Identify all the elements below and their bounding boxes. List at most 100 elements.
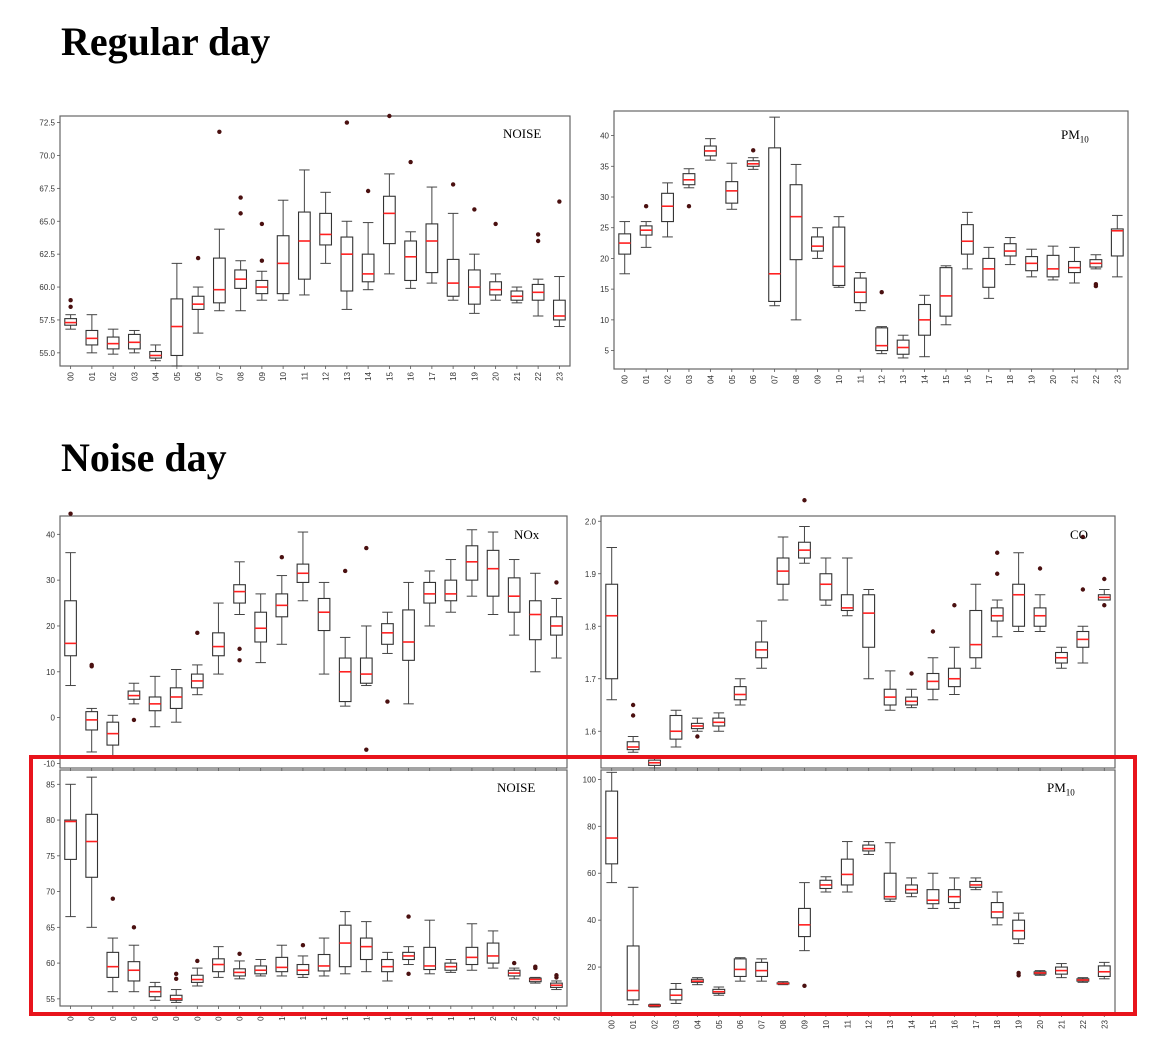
noise-co-box [819,573,833,601]
noise-pm10-xtick-label: 09 [800,1019,809,1028]
regular-noise-flier [217,129,222,134]
regular-noise-flier [259,221,265,227]
noise-noise-ytick-label: 65 [46,923,55,932]
regular-pm10-flier [643,204,649,209]
regular-pm10-xtick-label: 13 [899,374,908,383]
noise-nox-box [528,600,542,641]
noise-noise-box [381,958,394,973]
noise-pm10-xtick-label: 05 [715,1019,724,1028]
regular-noise-box [191,295,205,310]
regular-pm10-xtick-label: 17 [985,374,994,383]
noise-pm10-xtick-label: 17 [972,1019,981,1028]
noise-co-flier [1080,534,1086,540]
regular-noise-xtick-label: 18 [449,371,458,380]
regular-noise-box [404,240,418,282]
regular-pm10-flier [751,148,756,153]
regular-pm10-xtick-label: 07 [771,374,780,383]
noise-noise-xtick-label: 19 [468,1011,477,1020]
chart-noise-nox-label: NOx [514,527,540,542]
regular-noise-xtick-label: 11 [300,371,309,380]
noise-pm10-xtick-label: 23 [1100,1019,1109,1028]
noise-noise-flier [110,896,116,901]
noise-nox-box [486,549,500,597]
noise-pm10-ytick-label: 100 [583,775,597,784]
regular-pm10-xtick-label: 21 [1070,374,1079,383]
regular-pm10-xtick-label: 20 [1049,374,1058,383]
regular-noise-xtick-label: 19 [470,371,479,380]
chart-noise-pm10: 20 40 60 80 100 00 01 02 03 04 05 06 07 08 09 10 11 12 13 1… [571,768,1119,1038]
regular-noise-ytick-label: 65.0 [39,217,55,226]
regular-pm10-box [939,267,953,317]
regular-pm10-box [618,233,632,255]
noise-noise-flier [406,971,411,977]
noise-noise-xtick-label: 00 [67,1011,76,1020]
noise-noise-xtick-label: 16 [405,1011,414,1020]
noise-co-flier [952,603,957,608]
noise-pm10-xtick-label: 03 [672,1019,681,1028]
noise-pm10-xtick-label: 13 [886,1019,895,1028]
regular-pm10-box [1003,243,1017,257]
regular-noise-xtick-label: 00 [67,371,76,380]
regular-noise-xtick-label: 16 [407,371,416,380]
noise-pm10-ytick-label: 40 [587,916,596,925]
regular-pm10-box [832,226,846,287]
noise-noise-box [486,942,500,964]
noise-nox-box [317,597,331,632]
noise-co-box [1012,583,1026,627]
noise-nox-ytick-label: 30 [46,576,55,585]
noise-pm10-xtick-label: 19 [1015,1019,1024,1028]
noise-co-box [840,594,854,612]
noise-nox-flier [364,545,369,551]
noise-pm10-ytick-label: 80 [587,822,596,831]
regular-pm10-xtick-label: 06 [749,374,758,383]
regular-pm10-box [960,224,974,255]
regular-pm10-xtick-label: 14 [921,374,930,383]
regular-pm10-box [982,257,996,288]
regular-noise-box [382,195,396,245]
regular-pm10-box [725,181,739,204]
noise-noise-flier [300,943,306,948]
noise-noise-box [85,813,99,878]
noise-co-ytick-label: 1.7 [585,675,597,684]
noise-noise-flier [173,971,179,977]
noise-noise-flier [195,958,200,964]
regular-pm10-xtick-label: 00 [621,374,630,383]
noise-co-box [626,741,640,751]
regular-noise-box [425,223,439,274]
regular-noise-xtick-label: 13 [343,371,352,380]
regular-noise-xtick-label: 22 [534,371,543,380]
noise-pm10-box [755,961,769,978]
noise-pm10-xtick-label: 06 [736,1019,745,1028]
chart-noise-co-label: CO [1070,527,1089,542]
noise-pm10-xtick-label: 02 [651,1019,660,1028]
regular-noise-xtick-label: 02 [109,371,118,380]
noise-co-frame [600,515,1116,769]
noise-co-ytick-label: 1.9 [585,570,597,579]
noise-nox-box [254,611,268,643]
noise-noise-xtick-label: 11 [299,1011,308,1020]
regular-noise-frame [59,115,571,367]
noise-noise-xtick-label: 02 [109,1011,118,1020]
noise-nox-box [85,711,99,731]
noise-co-box [862,594,876,648]
noise-noise-flier [131,925,137,930]
regular-noise-flier [238,211,243,216]
noise-co-flier [630,702,636,708]
regular-noise-box [319,212,333,246]
noise-pm10-xtick-label: 22 [1079,1019,1088,1028]
noise-pm10-xtick-label: 15 [929,1019,938,1028]
noise-noise-xtick-label: 23 [552,1011,561,1020]
regular-pm10-xtick-label: 05 [728,374,737,383]
noise-pm10-box [840,858,854,886]
noise-noise-flier [533,964,538,969]
regular-noise-xtick-label: 07 [215,371,224,380]
regular-noise-box [361,253,375,283]
regular-noise-ytick-label: 70.0 [39,151,55,160]
regular-pm10-box [1110,228,1124,257]
noise-co-box [605,583,619,680]
noise-co-flier [1037,566,1043,571]
noise-noise-box [359,937,373,961]
noise-noise-box [423,946,437,971]
regular-pm10-xtick-label: 03 [685,374,694,383]
chart-regular-noise: 55.0 57.5 60.0 62.5 65.0 67.5 70.0 72.5 00 01 02 03… [30,110,572,400]
